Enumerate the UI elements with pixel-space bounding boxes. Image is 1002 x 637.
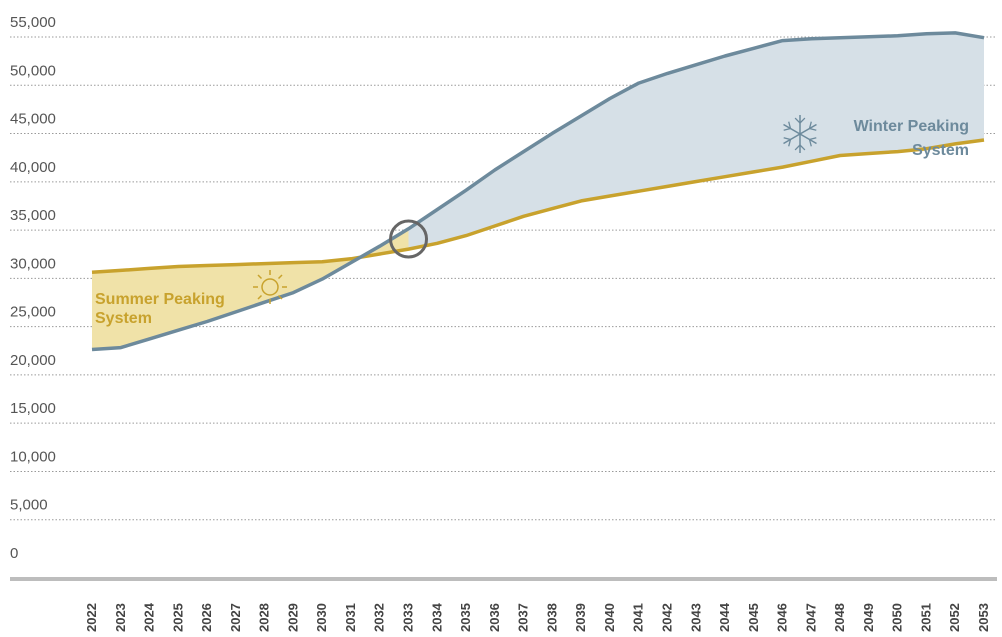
winter-peaking-area: [408, 32, 984, 250]
y-tick-label: 30,000: [10, 255, 56, 272]
x-tick-label: 2024: [142, 602, 157, 632]
snowflake-arm: [799, 133, 817, 145]
x-tick-label: 2026: [199, 603, 214, 632]
snowflake-branch: [783, 137, 791, 141]
snowflake-branch: [799, 144, 806, 151]
x-tick-label: 2035: [458, 603, 473, 632]
snowflake-branch: [809, 127, 817, 131]
snowflake-arm: [783, 123, 801, 135]
x-tick-label: 2025: [170, 603, 185, 632]
y-tick-label: 15,000: [10, 400, 56, 417]
x-tick-label: 2041: [631, 603, 646, 632]
x-tick-label: 2045: [746, 603, 761, 632]
x-axis-baseline: [10, 577, 997, 581]
x-tick-label: 2047: [803, 603, 818, 632]
summer-label-line1: Summer Peaking: [95, 291, 225, 308]
series-areas: [92, 32, 984, 350]
x-axis-ticks: 2022 2023 2024 2025 2026 2027 2028 2029 2030 2031…: [84, 602, 991, 632]
x-tick-label: 2036: [487, 603, 502, 632]
snowflake-branch: [808, 139, 812, 147]
x-tick-label: 2051: [918, 603, 933, 632]
summer-label-line2: System: [95, 310, 152, 327]
y-tick-label: 45,000: [10, 111, 56, 128]
x-tick-label: 2040: [602, 603, 617, 632]
series-lines: [91, 31, 985, 352]
snowflake-arm: [799, 123, 817, 135]
x-tick-label: 2044: [717, 602, 732, 632]
x-tick-label: 2048: [832, 603, 847, 632]
y-tick-label: 35,000: [10, 207, 56, 224]
x-tick-label: 2027: [228, 603, 243, 632]
x-tick-label: 2052: [947, 603, 962, 632]
x-tick-label: 2029: [285, 603, 300, 632]
x-tick-label: 2031: [343, 603, 358, 632]
summer-series-line: [91, 138, 985, 275]
snowflake-branch: [794, 144, 801, 151]
x-tick-label: 2037: [516, 603, 531, 632]
x-tick-label: 2049: [861, 603, 876, 632]
sun-core: [261, 278, 279, 296]
x-axis-line: [10, 577, 997, 581]
snowflake-branch: [788, 139, 792, 147]
y-tick-label: 20,000: [10, 352, 56, 369]
summer-peaking-area: [92, 228, 409, 350]
snowflake-branch: [809, 137, 817, 141]
snowflake-branch: [808, 121, 812, 129]
x-tick-label: 2050: [890, 603, 905, 632]
x-tick-label: 2043: [688, 603, 703, 632]
snowflake-branch: [794, 117, 801, 124]
x-tick-label: 2030: [314, 603, 329, 632]
y-axis-ticks: 0 5,000 10,000 15,000 20,000 25,000 30,000 35,0…: [10, 14, 56, 562]
y-tick-label: 50,000: [10, 62, 56, 79]
x-tick-label: 2038: [544, 603, 559, 632]
y-tick-label: 55,000: [10, 14, 56, 31]
x-tick-label: 2028: [257, 603, 272, 632]
x-tick-label: 2033: [401, 603, 416, 632]
x-tick-label: 2042: [659, 603, 674, 632]
sun-ray: [257, 274, 263, 280]
winter-label-line1: Winter Peaking: [854, 118, 969, 135]
snowflake-arm: [783, 133, 801, 145]
sun-ray: [277, 274, 283, 280]
x-tick-label: 2032: [372, 603, 387, 632]
crossover-circle: [389, 219, 429, 259]
snowflake-branch: [788, 121, 792, 129]
x-tick-label: 2039: [573, 603, 588, 632]
crossover-circle-icon: [389, 219, 429, 259]
snowflake-branch: [799, 117, 806, 124]
winter-series-line: [91, 31, 985, 352]
y-tick-label: 10,000: [10, 448, 56, 465]
x-tick-label: 2053: [976, 603, 991, 632]
y-tick-label: 25,000: [10, 304, 56, 321]
winter-label-line2: System: [912, 142, 969, 159]
y-tick-label: 40,000: [10, 159, 56, 176]
snowflake-branch: [783, 127, 791, 131]
sun-ray: [257, 294, 263, 300]
x-tick-label: 2023: [113, 603, 128, 632]
y-tick-label: 5,000: [10, 497, 48, 514]
sun-ray: [277, 294, 283, 300]
snowflake-icon: [783, 115, 817, 153]
sun-icon: [253, 270, 287, 304]
annotations: Summer Peaking System Winter Peaking Sys…: [95, 118, 969, 327]
x-tick-label: 2046: [775, 603, 790, 632]
y-tick-label: 0: [10, 545, 18, 562]
x-tick-label: 2034: [429, 602, 444, 632]
x-tick-label: 2022: [84, 603, 99, 632]
